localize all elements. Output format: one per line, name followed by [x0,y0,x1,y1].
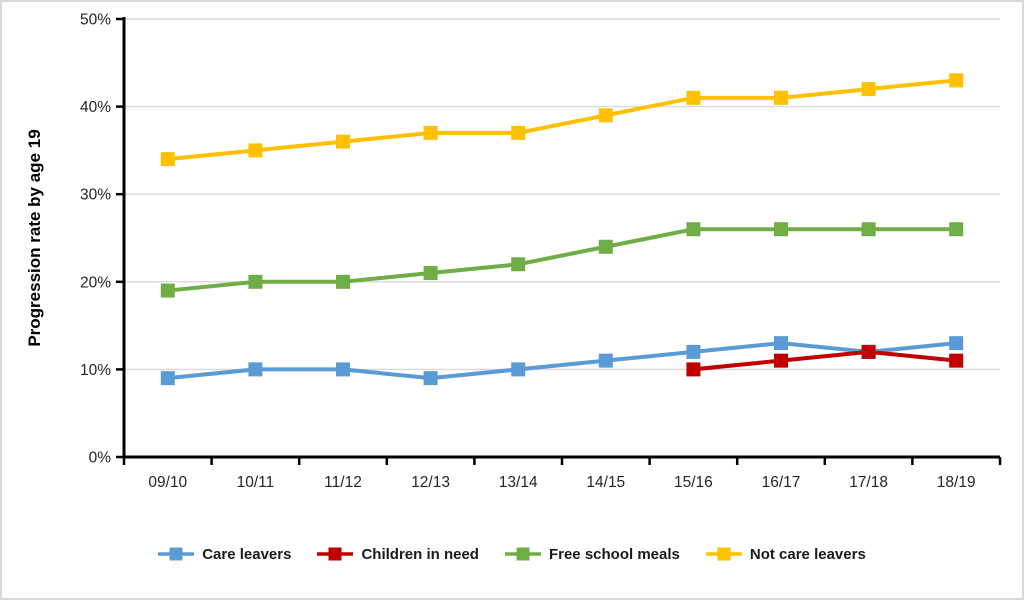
x-tick-label: 14/15 [586,474,625,491]
x-tick-label: 10/11 [237,474,275,491]
y-tick-label: 20% [80,274,111,291]
legend-marker-square [717,547,731,561]
legend-item-free-school-meals: Free school meals [504,545,680,563]
legend-label: Children in need [361,545,479,563]
marker-children-in-need [686,362,701,377]
marker-free-school-meals [598,239,613,254]
marker-not-care-leavers [248,143,263,158]
legend-item-children-in-need: Children in need [317,546,479,563]
x-tick-label: 16/17 [762,474,801,491]
legend-label: Not care leavers [749,545,866,563]
x-tick-label: 18/19 [937,474,976,491]
marker-not-care-leavers [949,73,964,88]
marker-not-care-leavers [861,82,876,97]
marker-care-leavers [598,353,613,368]
legend-item-care-leavers: Care leavers [158,546,291,563]
x-tick-label: 15/16 [674,474,713,491]
marker-children-in-need [861,344,876,359]
x-tick-label: 13/14 [499,474,538,491]
series-line-free-school-meals [165,227,959,293]
marker-care-leavers [423,371,438,386]
x-tick-label: 12/13 [411,474,450,491]
legend-marker-square [516,547,530,561]
marker-not-care-leavers [423,125,438,140]
marker-free-school-meals [511,257,526,272]
x-tick-label: 09/10 [148,474,187,491]
legend-marker-square [169,547,183,561]
legend-marker-square [328,547,342,561]
marker-free-school-meals [336,274,350,289]
marker-not-care-leavers [511,125,526,140]
marker-care-leavers [949,336,964,351]
marker-free-school-meals [686,222,701,237]
marker-not-care-leavers [686,90,701,105]
marker-not-care-leavers [160,152,175,167]
marker-free-school-meals [248,274,263,289]
marker-free-school-meals [861,222,876,237]
marker-care-leavers [511,362,526,377]
legend-label: Care leavers [202,545,292,563]
marker-free-school-meals [160,283,175,298]
legend-label: Free school meals [548,545,680,563]
marker-free-school-meals [949,222,964,237]
marker-children-in-need [949,353,964,368]
marker-care-leavers [686,344,701,359]
marker-care-leavers [248,362,263,377]
y-tick-label: 0% [89,450,112,467]
legend-item-not-care-leavers: Not care leavers [705,545,866,563]
series-line-children-in-need [691,349,959,372]
legend: Care leavers Children in need Free school … [2,539,1022,569]
marker-not-care-leavers [774,90,788,105]
legend-marker-not-care-leavers [705,547,742,561]
legend-marker-children-in-need [317,547,354,561]
y-tick-label: 50% [80,12,111,29]
marker-free-school-meals [423,266,438,281]
y-tick-label: 40% [80,99,111,116]
marker-not-care-leavers [336,134,350,149]
marker-care-leavers [336,362,350,377]
legend-marker-free-school-meals [504,547,541,561]
marker-free-school-meals [774,222,788,237]
y-tick-label: 30% [80,187,111,204]
x-tick-label: 17/18 [849,474,888,491]
series-line-not-care-leavers [165,78,959,162]
series-line-care-leavers [165,341,959,381]
y-tick-label: 10% [80,362,111,379]
legend-marker-care-leavers [158,547,195,561]
x-tick-label: 11/12 [324,474,362,491]
marker-care-leavers [774,336,788,351]
marker-care-leavers [160,371,175,386]
marker-not-care-leavers [598,108,613,123]
marker-children-in-need [774,353,788,368]
